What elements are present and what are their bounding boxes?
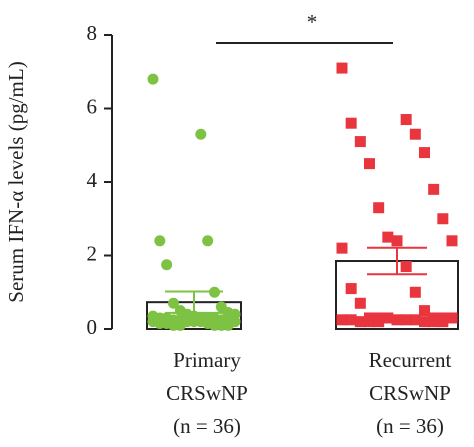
data-point	[222, 319, 234, 331]
data-point	[147, 73, 159, 85]
data-point	[400, 261, 412, 273]
data-point	[419, 305, 430, 317]
data-point	[400, 314, 412, 326]
data-point	[391, 314, 403, 326]
data-point	[446, 312, 458, 324]
data-point	[437, 213, 449, 225]
data-point	[400, 114, 412, 126]
data-point	[382, 312, 394, 324]
data-point	[345, 117, 357, 129]
data-point	[154, 235, 166, 247]
data-point	[437, 316, 449, 328]
data-point	[409, 128, 421, 140]
data-point	[409, 286, 421, 298]
data-point	[419, 316, 430, 328]
data-point	[202, 235, 214, 247]
data-point	[161, 259, 173, 271]
y-tick-label: 2	[87, 241, 98, 265]
x-tick-label: CRSwNP	[369, 381, 451, 405]
data-point	[446, 235, 458, 247]
x-tick-label: (n = 36)	[376, 414, 444, 438]
data-point	[419, 147, 430, 159]
data-point	[168, 297, 179, 309]
data-point	[174, 319, 186, 331]
y-tick-label: 8	[87, 21, 98, 45]
data-point	[354, 297, 366, 309]
x-tick-label: (n = 36)	[173, 414, 241, 438]
data-point	[336, 62, 348, 74]
data-point	[195, 128, 207, 140]
x-tick-label: Recurrent	[369, 348, 452, 372]
data-point	[364, 316, 375, 328]
data-point	[345, 314, 357, 326]
data-point	[336, 242, 348, 254]
data-point	[354, 136, 366, 148]
data-point	[364, 158, 375, 170]
significance-label: *	[307, 10, 318, 34]
data-point	[428, 316, 440, 328]
data-point	[382, 231, 394, 243]
y-axis-label: Serum IFN-α levels (pg/mL)	[4, 61, 28, 302]
data-point	[345, 283, 357, 295]
data-point	[428, 183, 440, 195]
data-point	[354, 316, 366, 328]
data-point	[391, 235, 403, 247]
data-point	[373, 316, 385, 328]
y-tick-label: 4	[87, 168, 98, 192]
data-point	[336, 314, 348, 326]
data-point	[373, 202, 385, 214]
x-tick-label: Primary	[173, 348, 241, 372]
y-tick-label: 0	[87, 315, 98, 339]
data-point	[409, 314, 421, 326]
x-tick-label: CRSwNP	[166, 381, 248, 405]
y-tick-label: 6	[87, 94, 98, 118]
